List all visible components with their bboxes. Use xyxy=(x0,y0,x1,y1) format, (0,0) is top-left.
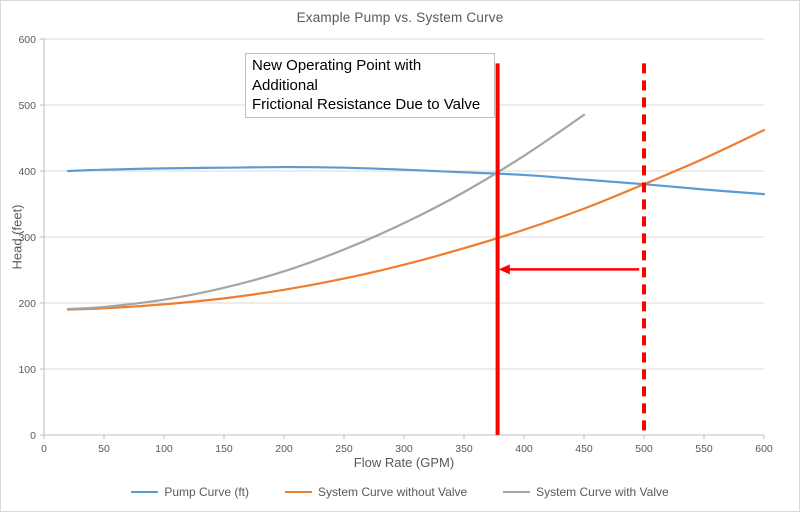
legend-label: Pump Curve (ft) xyxy=(164,485,249,499)
x-tick-label: 100 xyxy=(155,443,173,455)
x-tick-label: 200 xyxy=(275,443,293,455)
pump-curve-line-icon xyxy=(131,491,159,493)
y-tick-label: 600 xyxy=(18,34,36,46)
legend-item-pump-curve: Pump Curve (ft) xyxy=(131,485,249,499)
x-tick-label: 0 xyxy=(41,443,47,455)
x-axis-title: Flow Rate (GPM) xyxy=(353,455,455,470)
legend-label: System Curve with Valve xyxy=(536,485,669,499)
x-tick-label: 500 xyxy=(635,443,653,455)
legend-item-system-curve-with-valve: System Curve with Valve xyxy=(503,485,669,499)
y-tick-label: 100 xyxy=(18,364,36,376)
chart-title: Example Pump vs. System Curve xyxy=(296,10,504,25)
y-tick-label: 200 xyxy=(18,298,36,310)
x-tick-label: 50 xyxy=(98,443,110,455)
x-tick-label: 450 xyxy=(575,443,593,455)
y-tick-label: 300 xyxy=(18,232,36,244)
y-tick-label: 500 xyxy=(18,100,36,112)
x-tick-label: 150 xyxy=(215,443,233,455)
y-tick-label: 0 xyxy=(30,430,36,442)
x-tick-label: 300 xyxy=(395,443,413,455)
curve-system-curve-with-valve xyxy=(66,113,586,311)
legend: Pump Curve (ft) System Curve without Val… xyxy=(1,485,799,499)
annotation-line-2: Frictional Resistance Due to Valve xyxy=(252,96,481,113)
annotation-line-1: New Operating Point with Additional xyxy=(252,57,422,94)
y-axis-title: Head (feet) xyxy=(9,204,25,270)
x-tick-label: 350 xyxy=(455,443,473,455)
annotation-textbox: New Operating Point with Additional Fric… xyxy=(245,53,495,118)
system-curve-without-valve-line-icon xyxy=(285,491,312,493)
curve-system-curve-without-valve xyxy=(66,128,766,311)
y-tick-label: 400 xyxy=(18,166,36,178)
x-tick-label: 550 xyxy=(695,443,713,455)
shift-left-arrow-head-icon xyxy=(498,264,510,275)
legend-item-system-curve-without-valve: System Curve without Valve xyxy=(285,485,467,499)
system-curve-with-valve-line-icon xyxy=(503,491,531,493)
legend-label: System Curve without Valve xyxy=(318,485,468,499)
x-tick-label: 400 xyxy=(515,443,533,455)
x-tick-label: 250 xyxy=(335,443,353,455)
x-tick-label: 600 xyxy=(755,443,773,455)
